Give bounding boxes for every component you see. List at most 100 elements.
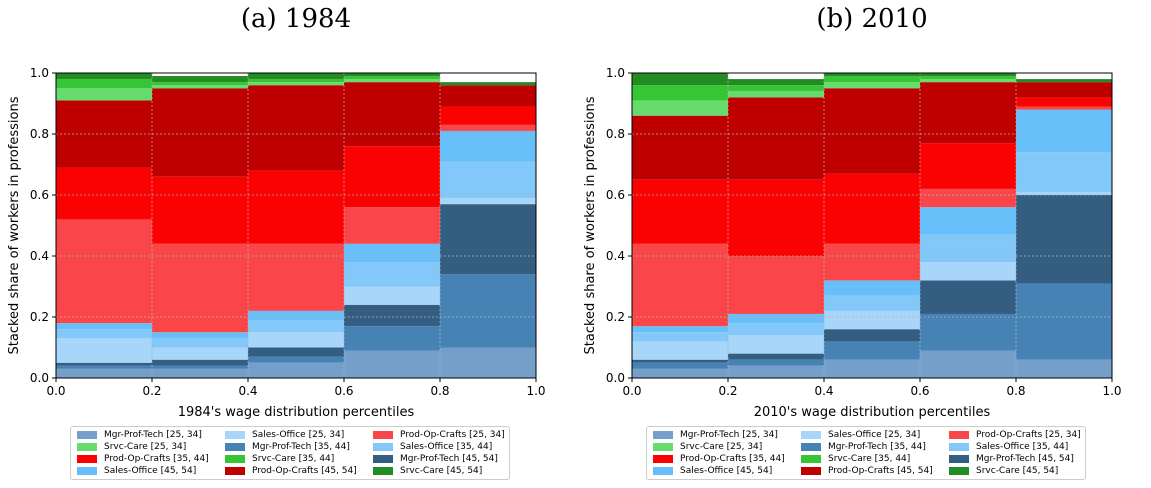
bar-segment bbox=[56, 88, 152, 101]
stacked-bar-chart-1984: 0.0 0.2 0.4 0.6 0.8 1.0 0.0 0.2 0.4 0.6 0.8 1.0 1984… bbox=[7, 66, 546, 420]
bar-segment bbox=[920, 79, 1016, 83]
bar-segment bbox=[920, 234, 1016, 263]
legend-label: Srvc-Care [35, 44] bbox=[252, 454, 335, 464]
y-tick-label: 0.2 bbox=[606, 310, 625, 324]
bar-segment bbox=[344, 82, 440, 147]
bar-segment bbox=[824, 359, 920, 378]
x-tick-label: 1.0 bbox=[1102, 384, 1121, 398]
bar-segment bbox=[920, 82, 1016, 144]
legend-swatch bbox=[653, 443, 673, 451]
bar-segment bbox=[1016, 191, 1112, 195]
legend-swatch bbox=[77, 467, 97, 475]
panel-title: (b) 2010 bbox=[816, 4, 928, 34]
panel-title: (a) 1984 bbox=[240, 4, 352, 34]
bar-segment bbox=[344, 326, 440, 351]
bar-segment bbox=[56, 323, 152, 330]
bar-segment bbox=[1016, 82, 1112, 98]
legend-item: Srvc-Care [35, 44] bbox=[801, 454, 949, 464]
bar-segment bbox=[152, 88, 248, 177]
bar-segment bbox=[440, 161, 536, 199]
bar-segment bbox=[824, 88, 920, 174]
bar-segment bbox=[920, 262, 1016, 281]
bar-segment bbox=[824, 310, 920, 330]
bar-segment bbox=[728, 91, 824, 98]
y-tick-label: 0.0 bbox=[30, 371, 49, 385]
x-tick-label: 0.6 bbox=[334, 384, 353, 398]
bar-segment bbox=[728, 335, 824, 354]
bar-segment bbox=[1016, 195, 1112, 284]
bar-segment bbox=[344, 286, 440, 305]
legend-item: Prod-Op-Crafts [25, 34] bbox=[373, 430, 523, 440]
stacked-bar-chart-2010: 0.0 0.2 0.4 0.6 0.8 1.0 0.0 0.2 0.4 0.6 0.8 1.0 2010… bbox=[583, 66, 1122, 420]
bar-segment bbox=[152, 76, 248, 83]
bar-segment bbox=[632, 100, 728, 116]
legend-item: Sales-Office [35, 44] bbox=[373, 442, 523, 452]
legend-item: Prod-Op-Crafts [45, 54] bbox=[801, 466, 949, 476]
legend-label: Srvc-Care [45, 54] bbox=[400, 466, 483, 476]
bar-segment bbox=[728, 323, 824, 336]
axes-frame bbox=[631, 72, 1113, 379]
bar-segment bbox=[248, 347, 344, 357]
bar-segment bbox=[824, 173, 920, 244]
x-axis-label: 1984's wage distribution percentiles bbox=[178, 405, 415, 420]
legend-label: Prod-Op-Crafts [45, 54] bbox=[252, 466, 357, 476]
bar-segment bbox=[824, 82, 920, 89]
legend-item: Sales-Office [25, 34] bbox=[225, 430, 373, 440]
bar-segment bbox=[152, 243, 248, 333]
x-tick-label: 1.0 bbox=[526, 384, 545, 398]
bar-segment bbox=[632, 73, 728, 86]
bar-segment bbox=[824, 295, 920, 311]
legend-label: Mgr-Prof-Tech [45, 54] bbox=[400, 454, 498, 464]
bar-segment bbox=[56, 365, 152, 369]
y-tick-label: 0.4 bbox=[30, 249, 49, 263]
bar-segment bbox=[248, 82, 344, 86]
x-tick-label: 0.2 bbox=[142, 384, 161, 398]
bar-segment bbox=[56, 338, 152, 363]
y-tick-label: 1.0 bbox=[606, 66, 625, 80]
legend-swatch bbox=[77, 431, 97, 439]
legend-label: Prod-Op-Crafts [45, 54] bbox=[828, 466, 933, 476]
bar-segment bbox=[56, 368, 152, 378]
bar-segment bbox=[632, 243, 728, 327]
bar-segment bbox=[248, 79, 344, 83]
legend-item: Mgr-Prof-Tech [35, 44] bbox=[225, 442, 373, 452]
bar-segment bbox=[248, 73, 344, 80]
legend-swatch bbox=[653, 455, 673, 463]
bar-segment bbox=[440, 124, 536, 131]
bar-segment bbox=[920, 76, 1016, 80]
x-tick-label: 0.4 bbox=[238, 384, 257, 398]
bar-segment bbox=[920, 280, 1016, 314]
legend-item: Mgr-Prof-Tech [35, 44] bbox=[801, 442, 949, 452]
bar-segment bbox=[248, 85, 344, 171]
bar-segment bbox=[632, 332, 728, 342]
bar-segment bbox=[632, 368, 728, 378]
bar-segment bbox=[920, 207, 1016, 235]
bar-segment bbox=[248, 320, 344, 333]
bar-segment bbox=[728, 353, 824, 360]
legend-item: Prod-Op-Crafts [45, 54] bbox=[225, 466, 373, 476]
bar-segment bbox=[1016, 106, 1112, 110]
x-tick-label: 0.4 bbox=[814, 384, 833, 398]
bar-segment bbox=[152, 332, 248, 339]
axes-frame bbox=[55, 72, 537, 379]
legend-swatch bbox=[225, 431, 245, 439]
bar-segment bbox=[728, 179, 824, 256]
bar-segment bbox=[824, 341, 920, 360]
y-axis-label: Stacked share of workers in professions bbox=[583, 96, 598, 354]
bar-segment bbox=[728, 365, 824, 378]
legend-item: Prod-Op-Crafts [35, 44] bbox=[653, 454, 801, 464]
bar-segment bbox=[920, 143, 1016, 189]
bar-segment bbox=[824, 280, 920, 296]
bar-segment bbox=[440, 198, 536, 205]
bar-segment bbox=[56, 167, 152, 220]
bar-segment bbox=[632, 326, 728, 333]
legend-swatch bbox=[949, 455, 969, 463]
legend-label: Sales-Office [35, 44] bbox=[976, 442, 1069, 452]
legend-swatch bbox=[801, 431, 821, 439]
bar-segment bbox=[632, 85, 728, 101]
legend-label: Mgr-Prof-Tech [25, 34] bbox=[104, 430, 202, 440]
legend-label: Prod-Op-Crafts [35, 44] bbox=[680, 454, 785, 464]
legend-item: Srvc-Care [45, 54] bbox=[373, 466, 523, 476]
bar-segment bbox=[152, 365, 248, 369]
legend-label: Prod-Op-Crafts [25, 34] bbox=[976, 430, 1081, 440]
